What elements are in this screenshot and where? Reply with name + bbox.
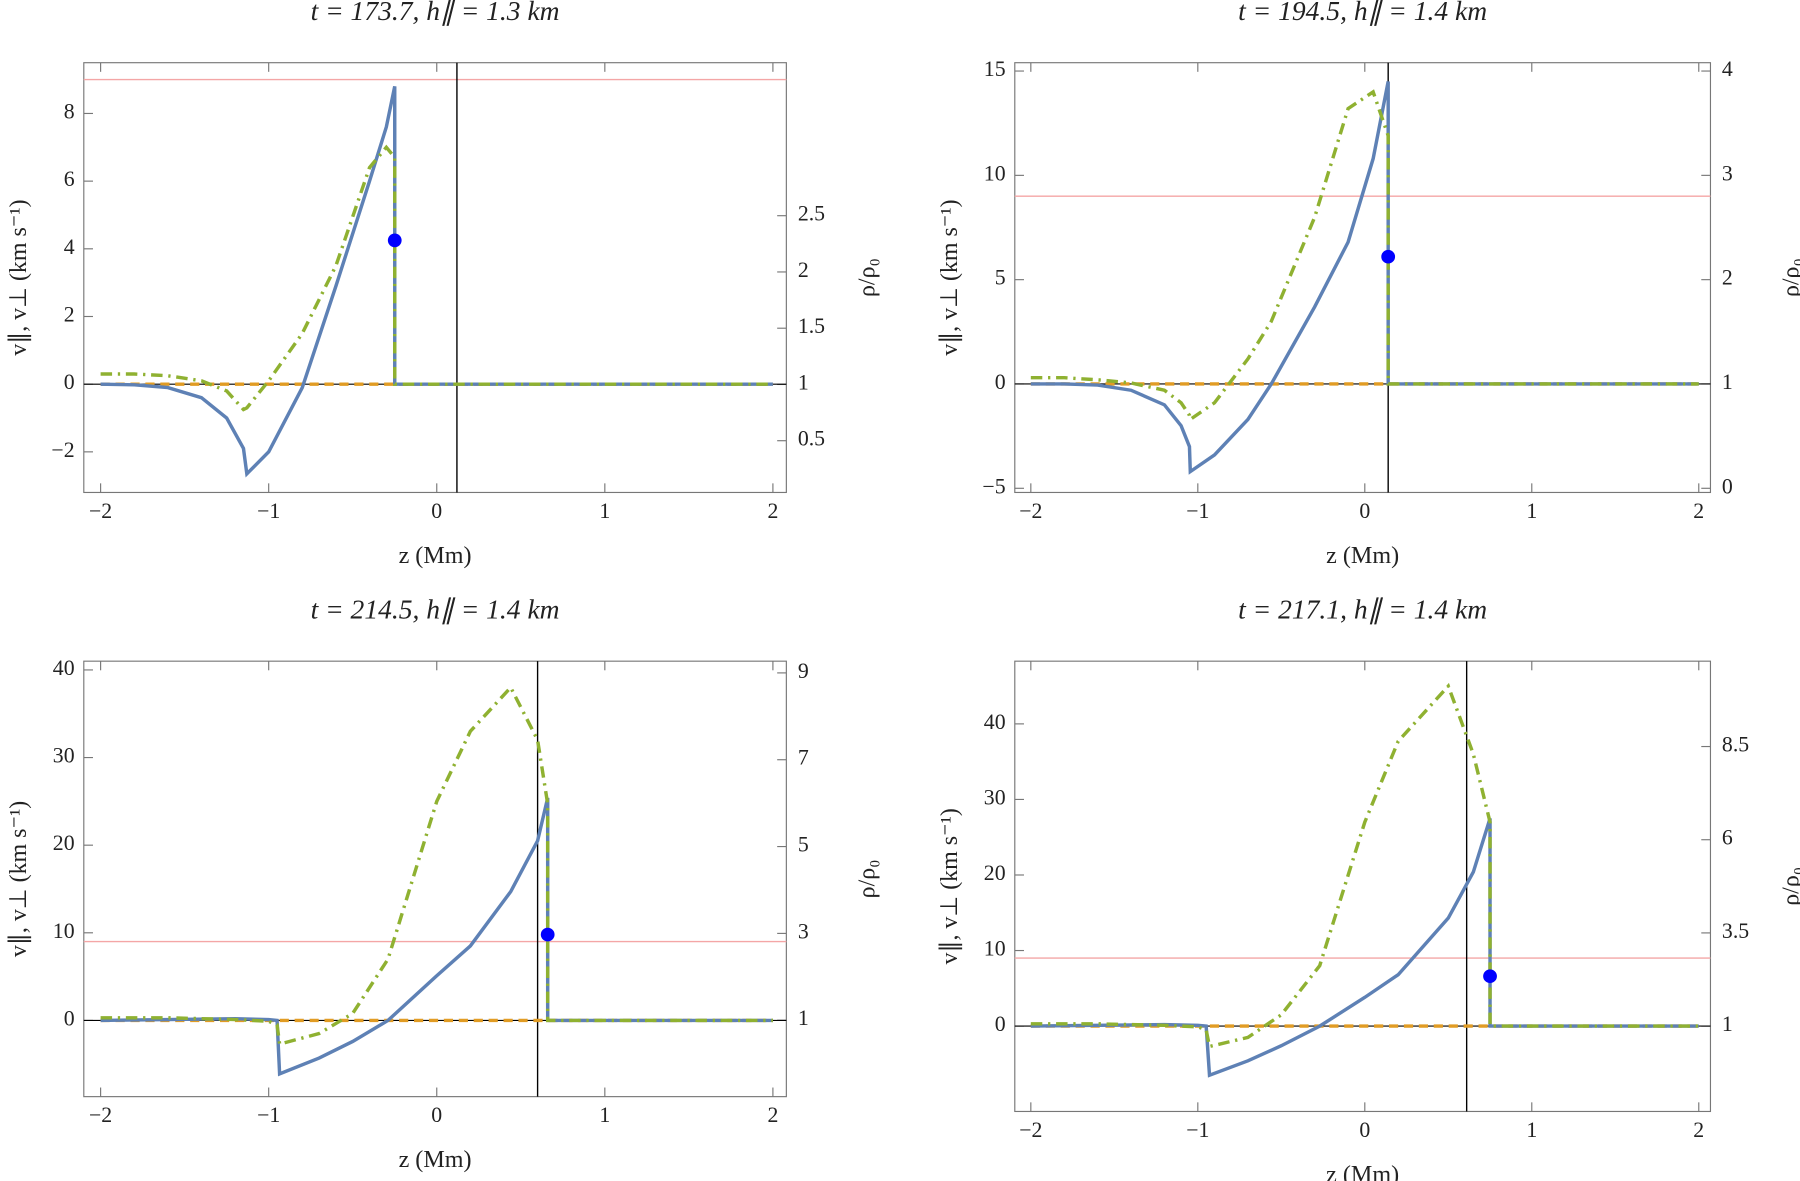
- y-tick-label: 40: [53, 656, 75, 680]
- series-line: [100, 144, 773, 412]
- x-tick-label: 0: [1359, 499, 1370, 523]
- x-tick-label: −1: [1186, 1118, 1209, 1142]
- y2-axis-label: ρ/ρ₀: [1779, 867, 1800, 906]
- x-tick-label: 1: [1526, 499, 1537, 523]
- panel: t = 217.1, h∥ = 1.4 km−2 −1 0 1 201020304013…: [937, 595, 1800, 1181]
- y-tick-label: 0: [995, 370, 1006, 394]
- y2-tick-label: 1: [1722, 1012, 1733, 1036]
- x-axis-label: z (Mm): [1326, 543, 1399, 569]
- y2-tick-label: 2.5: [798, 202, 825, 226]
- x-tick-label: 2: [1693, 1118, 1704, 1142]
- y2-tick-label: 8.5: [1722, 733, 1749, 757]
- chart-title: t = 194.5, h∥ = 1.4 km: [1238, 0, 1487, 26]
- plot-frame: [83, 660, 787, 1098]
- y2-tick-label: 0.5: [798, 427, 825, 451]
- y2-tick-label: 7: [798, 746, 809, 770]
- y-tick-label: 0: [64, 1006, 75, 1030]
- x-tick-label: −2: [89, 499, 112, 523]
- x-tick-label: −1: [257, 1103, 280, 1127]
- y-axis-label: v∥, v⊥ (km s⁻¹): [937, 808, 963, 964]
- y-tick-label: 30: [984, 785, 1006, 809]
- y-tick-label: 10: [984, 937, 1006, 961]
- y2-tick-label: 9: [798, 659, 809, 683]
- y-tick-label: 8: [64, 99, 75, 123]
- x-axis-label: z (Mm): [399, 1147, 472, 1173]
- x-tick-label: 2: [767, 1103, 778, 1127]
- marker-point: [1381, 249, 1396, 264]
- x-tick-label: 0: [431, 1103, 442, 1127]
- y-axis-label: v∥, v⊥ (km s⁻¹): [937, 199, 963, 355]
- y-tick-label: 5: [995, 266, 1006, 290]
- x-axis-label: z (Mm): [1326, 1162, 1399, 1181]
- series-line: [100, 684, 773, 1047]
- plot-frame: [1014, 62, 1712, 494]
- y2-tick-label: 1: [798, 370, 809, 394]
- y-tick-label: 40: [984, 710, 1006, 734]
- x-tick-label: 0: [1359, 1118, 1370, 1142]
- y-axis-label: v∥, v⊥ (km s⁻¹): [6, 801, 32, 957]
- y2-tick-label: 5: [798, 833, 809, 857]
- y-tick-label: 4: [64, 235, 75, 259]
- y-tick-label: 2: [64, 303, 75, 327]
- x-tick-label: 2: [1693, 499, 1704, 523]
- series-line: [1030, 682, 1699, 1049]
- panel: t = 214.5, h∥ = 1.4 km−2 −1 0 1 201020304013…: [6, 595, 880, 1174]
- x-tick-label: −1: [1186, 499, 1209, 523]
- series-line: [100, 86, 773, 478]
- series-line: [100, 797, 773, 1077]
- x-tick-label: −2: [89, 1103, 112, 1127]
- plot-frame: [83, 62, 787, 494]
- y2-tick-label: 3: [798, 919, 809, 943]
- y-tick-label: 20: [984, 861, 1006, 885]
- y2-axis-label: ρ/ρ₀: [854, 859, 880, 898]
- y2-tick-label: 2: [1722, 266, 1733, 290]
- y-tick-label: 6: [64, 167, 75, 191]
- series-line: [1030, 81, 1699, 475]
- x-tick-label: 0: [431, 499, 442, 523]
- y-tick-label: 10: [984, 161, 1006, 185]
- marker-point: [387, 233, 402, 248]
- y-tick-label: 0: [64, 370, 75, 394]
- series-line: [1030, 817, 1699, 1078]
- y2-tick-label: 2: [798, 258, 809, 282]
- x-tick-label: 1: [599, 1103, 610, 1127]
- x-tick-label: −1: [257, 499, 280, 523]
- y2-tick-label: 3: [1722, 161, 1733, 185]
- y2-tick-label: 1.5: [798, 314, 825, 338]
- y-axis-label: v∥, v⊥ (km s⁻¹): [6, 199, 32, 355]
- y2-tick-label: 6: [1722, 826, 1733, 850]
- y2-tick-label: 4: [1722, 57, 1733, 81]
- plot-frame: [1014, 660, 1712, 1113]
- x-tick-label: 1: [1526, 1118, 1537, 1142]
- y2-tick-label: 1: [1722, 370, 1733, 394]
- y2-tick-label: 1: [798, 1006, 809, 1030]
- x-axis-label: z (Mm): [399, 543, 472, 569]
- panel: t = 173.7, h∥ = 1.3 km −2 −1 0 1 2 −2 0 2 4 6 8 0.5 1…: [6, 0, 880, 569]
- x-tick-label: −2: [1019, 1118, 1042, 1142]
- x-tick-label: 1: [599, 499, 610, 523]
- y-tick-label: 20: [53, 831, 75, 855]
- y-tick-label: 15: [984, 57, 1006, 81]
- y2-axis-label: ρ/ρ₀: [854, 258, 880, 297]
- y2-tick-label: 0: [1722, 474, 1733, 498]
- series-line: [1030, 89, 1699, 423]
- chart-title: t = 214.5, h∥ = 1.4 km: [311, 595, 560, 625]
- y-tick-label: −2: [51, 438, 74, 462]
- x-tick-label: 2: [767, 499, 778, 523]
- y-tick-label: 0: [995, 1012, 1006, 1036]
- marker-point: [1483, 969, 1497, 984]
- chart-title: t = 217.1, h∥ = 1.4 km: [1238, 595, 1487, 625]
- panel: t = 194.5, h∥ = 1.4 km −2 −1 0 1 2 −5 0 5 10 15 0 1 2…: [937, 0, 1800, 569]
- y2-axis-label: ρ/ρ₀: [1779, 258, 1800, 297]
- y-tick-label: −5: [982, 474, 1005, 498]
- y2-tick-label: 3.5: [1722, 919, 1749, 943]
- y-tick-label: 30: [53, 744, 75, 768]
- marker-point: [540, 927, 555, 942]
- x-tick-label: −2: [1019, 499, 1042, 523]
- chart-title: t = 173.7, h∥ = 1.3 km: [311, 0, 560, 26]
- y-tick-label: 10: [53, 919, 75, 943]
